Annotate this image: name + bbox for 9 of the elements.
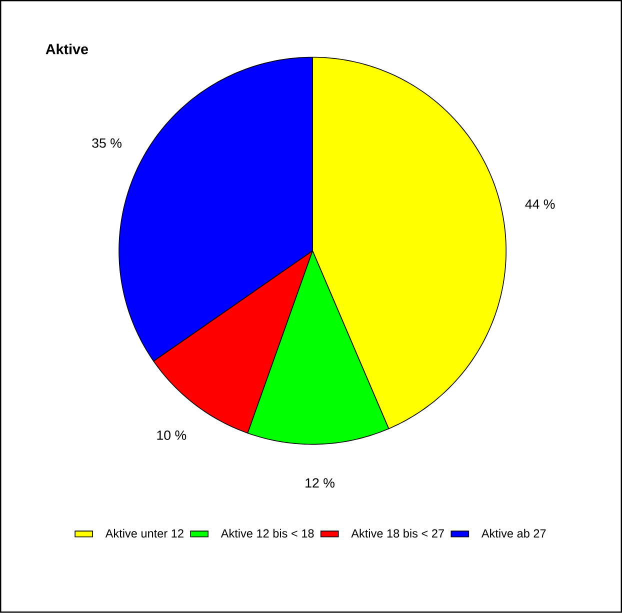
legend-label: Aktive 12 bis < 18 — [220, 529, 314, 538]
chart-title: Aktive — [46, 44, 88, 54]
data-label: 12 % — [306, 478, 334, 488]
legend-label: Aktive unter 12 — [105, 529, 184, 538]
data-label: 44 % — [525, 200, 555, 209]
data-label: 35 % — [92, 138, 122, 148]
data-label: 10 % — [157, 430, 186, 440]
legend-label: Aktive 18 bis < 27 — [351, 529, 444, 538]
legend-label: Aktive ab 27 — [481, 529, 546, 538]
